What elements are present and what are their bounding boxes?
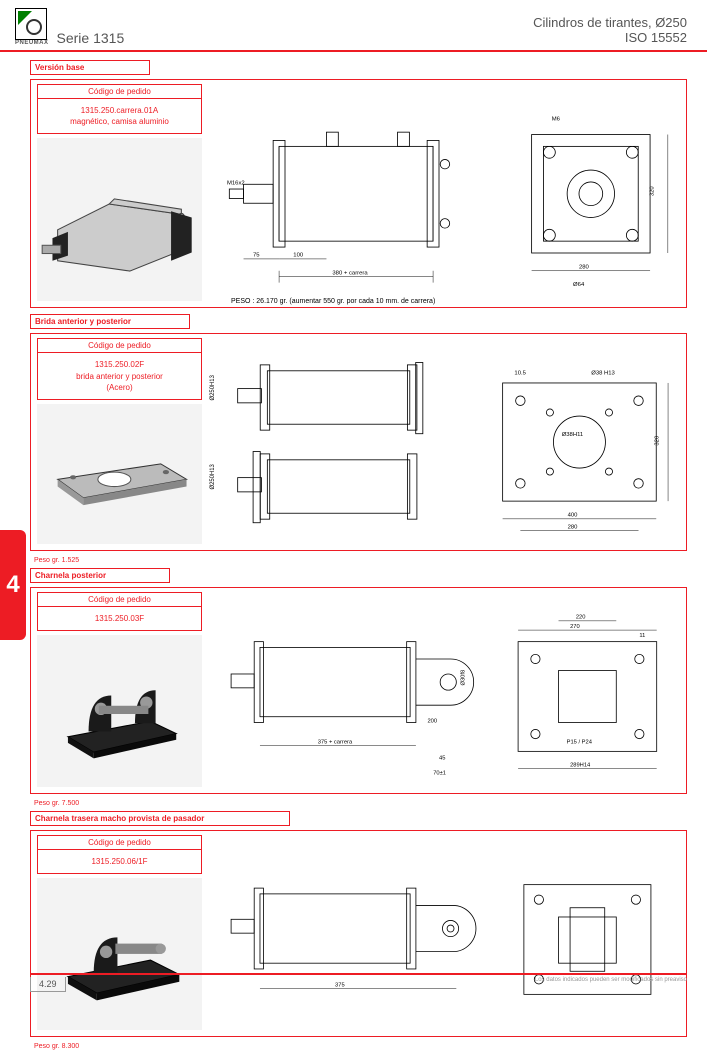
svg-text:M6: M6 (552, 116, 561, 122)
page-footer: 4.29 Los datos indicados pueden ser modi… (30, 973, 687, 992)
svg-text:P15 / P24: P15 / P24 (567, 740, 593, 746)
spec-panel: Código de pedido 1315.250.03F (37, 592, 202, 787)
svg-text:M16x2: M16x2 (227, 180, 245, 186)
svg-text:70±1: 70±1 (433, 771, 446, 777)
svg-text:320: 320 (650, 186, 656, 197)
code-line-1: 1315.250.03F (42, 613, 197, 624)
svg-text:200: 200 (427, 719, 437, 725)
svg-text:289H14: 289H14 (570, 763, 591, 769)
svg-text:280: 280 (568, 525, 579, 531)
weight-label: Peso gr. 7.500 (34, 800, 687, 807)
drawing-top: 289H14 270 220 11 P15 / P24 (495, 606, 680, 787)
title-line-1: Cilindros de tirantes, Ø250 (533, 15, 687, 31)
footer-disclaimer: Los datos indicados pueden ser modificad… (535, 977, 687, 983)
drawing-side: 375 + carrera 200 45 70±1 Ø30f8 (208, 606, 485, 787)
code-header: Código de pedido (37, 338, 202, 353)
svg-text:Ø38H11: Ø38H11 (562, 433, 584, 439)
logo-icon: PNEUMAX (15, 8, 49, 46)
drawing-side: 380 + carrera 100 75 M16x2 (208, 98, 492, 301)
page-header: PNEUMAX Serie 1315 Cilindros de tirantes… (0, 0, 707, 52)
section-charnela-macho: Charnela trasera macho provista de pasad… (30, 811, 687, 1050)
svg-text:100: 100 (293, 253, 304, 259)
svg-text:400: 400 (568, 513, 579, 519)
code-line-2: brida anterior y posterior (Acero) (42, 371, 197, 393)
svg-text:Ø64: Ø64 (573, 282, 585, 288)
code-header: Código de pedido (37, 84, 202, 99)
technical-drawings: 380 + carrera 100 75 M16x2 (208, 84, 680, 301)
spec-panel: Código de pedido 1315.250.06/1F (37, 835, 202, 1030)
svg-text:220: 220 (576, 615, 586, 621)
section-brida: Brida anterior y posterior Código de ped… (30, 314, 687, 564)
code-header: Código de pedido (37, 835, 202, 850)
drawing-top (495, 849, 680, 1030)
logo-block: PNEUMAX Serie 1315 (15, 8, 124, 46)
svg-text:Ø38 H13: Ø38 H13 (591, 371, 615, 377)
section-title: Versión base (30, 60, 150, 75)
product-photo (37, 635, 202, 787)
product-photo (37, 878, 202, 1030)
drawing-front: 280 320 Ø64 M6 (502, 98, 680, 301)
title-line-2: ISO 15552 (533, 30, 687, 46)
spec-panel: Código de pedido 1315.250.carrera.01A ma… (37, 84, 202, 301)
section-title: Brida anterior y posterior (30, 314, 190, 329)
code-body: 1315.250.03F (37, 607, 202, 631)
svg-text:10.5: 10.5 (515, 371, 527, 377)
series-title: Serie 1315 (57, 30, 125, 46)
code-line-2: magnético, camisa aluminio (42, 116, 197, 127)
svg-text:45: 45 (439, 756, 445, 762)
code-body: 1315.250.02F brida anterior y posterior … (37, 353, 202, 400)
page-number: 4.29 (30, 977, 66, 992)
svg-text:270: 270 (570, 624, 580, 630)
svg-text:Ø30f8: Ø30f8 (460, 670, 466, 686)
code-body: 1315.250.06/1F (37, 850, 202, 874)
svg-text:320: 320 (655, 435, 661, 446)
drawing-assembly: Ø250H13 Ø250H13 (208, 352, 469, 544)
code-body: 1315.250.carrera.01A magnético, camisa a… (37, 99, 202, 134)
brand-name: PNEUMAX (15, 40, 49, 46)
drawing-flange: 400 280 320 Ø38H11 10.5 Ø38 H13 (479, 352, 680, 544)
page-title-right: Cilindros de tirantes, Ø250 ISO 15552 (533, 15, 687, 46)
section-charnela-posterior: Charnela posterior Código de pedido 1315… (30, 568, 687, 807)
svg-text:280: 280 (579, 264, 590, 270)
code-line-1: 1315.250.06/1F (42, 856, 197, 867)
weight-label: Peso gr. 8.300 (34, 1043, 687, 1050)
svg-text:11: 11 (640, 633, 646, 639)
svg-text:Ø250H13: Ø250H13 (210, 464, 216, 490)
svg-text:75: 75 (253, 253, 260, 259)
section-title: Charnela posterior (30, 568, 170, 583)
code-line-1: 1315.250.02F (42, 359, 197, 370)
weight-note: PESO : 26.170 gr. (aumentar 550 gr. por … (231, 298, 435, 305)
product-photo (37, 404, 202, 544)
spec-panel: Código de pedido 1315.250.02F brida ante… (37, 338, 202, 544)
section-title: Charnela trasera macho provista de pasad… (30, 811, 290, 826)
svg-text:380 + carrera: 380 + carrera (332, 270, 368, 276)
section-version-base: Versión base Código de pedido 1315.250.c… (30, 60, 687, 308)
product-photo (37, 138, 202, 301)
technical-drawings: 375 (208, 835, 680, 1030)
technical-drawings: Ø250H13 Ø250H13 (208, 338, 680, 544)
code-line-1: 1315.250.carrera.01A (42, 105, 197, 116)
technical-drawings: 375 + carrera 200 45 70±1 Ø30f8 (208, 592, 680, 787)
svg-text:Ø250H13: Ø250H13 (210, 375, 216, 401)
weight-label: Peso gr. 1.525 (34, 557, 687, 564)
svg-text:375 + carrera: 375 + carrera (318, 740, 353, 746)
page-body: Versión base Código de pedido 1315.250.c… (0, 52, 707, 1050)
drawing-side: 375 (208, 849, 485, 1030)
code-header: Código de pedido (37, 592, 202, 607)
